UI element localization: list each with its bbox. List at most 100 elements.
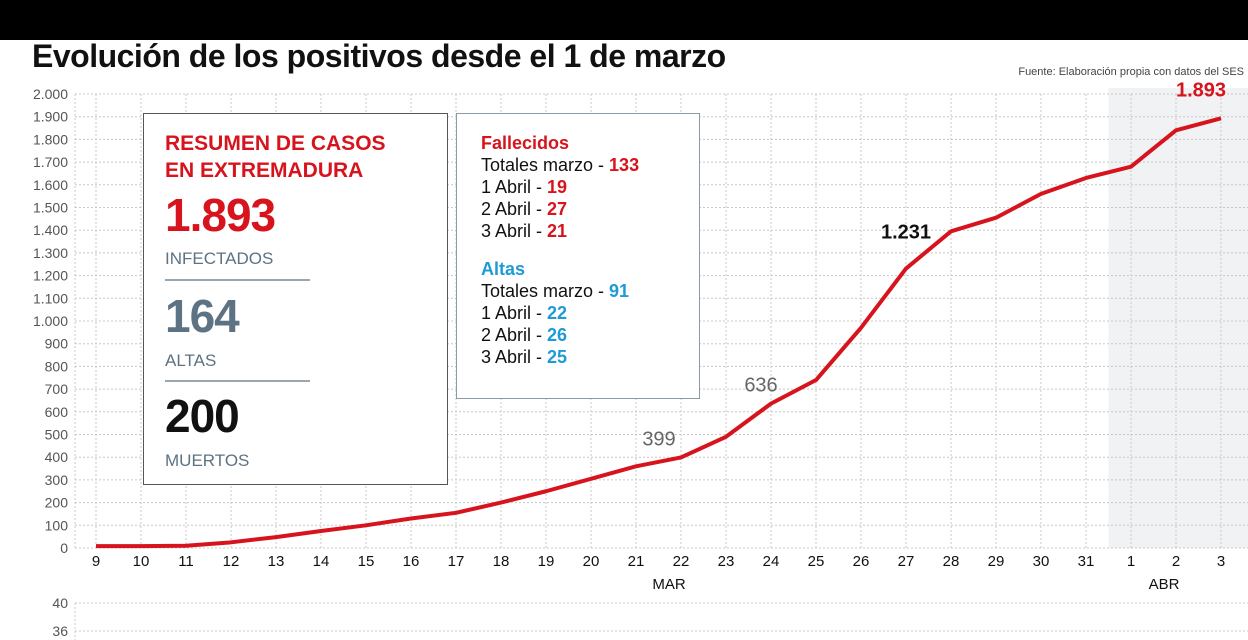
deaths-row: Totales marzo - 133 bbox=[481, 154, 699, 176]
x-tick-label: 31 bbox=[1078, 553, 1095, 570]
data-label: 1.231 bbox=[881, 222, 931, 244]
y-tick-label: 1.200 bbox=[33, 268, 68, 284]
recovered-label: ALTAS bbox=[165, 351, 217, 370]
x-tick-label: 28 bbox=[943, 553, 960, 570]
summary-box: RESUMEN DE CASOS EN EXTREMADURA 1.893 IN… bbox=[143, 113, 448, 485]
x-tick-label: 15 bbox=[358, 553, 375, 570]
data-label: 1.893 bbox=[1176, 79, 1226, 101]
recovered-count: 164 bbox=[165, 290, 240, 342]
x-tick-label: 26 bbox=[853, 553, 870, 570]
y-tick-label: 400 bbox=[45, 449, 69, 465]
deaths-label: MUERTOS bbox=[165, 451, 250, 470]
recovered-row: 1 Abril - 22 bbox=[481, 302, 699, 324]
x-tick-label: 16 bbox=[403, 553, 420, 570]
row-label: 3 Abril - bbox=[481, 221, 548, 241]
y-tick-label: 40 bbox=[52, 595, 68, 611]
row-value: 91 bbox=[609, 281, 630, 301]
y-tick-label: 1.400 bbox=[33, 222, 68, 238]
y-tick-label: 1.800 bbox=[33, 131, 68, 147]
y-tick-label: 900 bbox=[45, 336, 69, 352]
row-value: 26 bbox=[547, 325, 568, 345]
y-tick-label: 700 bbox=[45, 381, 69, 397]
x-tick-label: 24 bbox=[763, 553, 780, 570]
row-value: 19 bbox=[547, 177, 568, 197]
x-tick-label: 19 bbox=[538, 553, 555, 570]
recovered-row: 2 Abril - 26 bbox=[481, 324, 699, 346]
row-label: 2 Abril - bbox=[481, 325, 548, 345]
deaths-heading: Fallecidos bbox=[481, 133, 570, 153]
x-tick-label: 27 bbox=[898, 553, 915, 570]
x-tick-label: 2 bbox=[1172, 553, 1180, 570]
y-tick-label: 2.000 bbox=[33, 86, 68, 102]
x-tick-label: 1 bbox=[1127, 553, 1135, 570]
data-label: 636 bbox=[744, 375, 777, 397]
row-value: 22 bbox=[547, 303, 568, 323]
row-value: 27 bbox=[547, 199, 568, 219]
row-value: 133 bbox=[609, 155, 640, 175]
series-line bbox=[96, 116, 1222, 549]
divider bbox=[165, 380, 310, 382]
source-note: Fuente: Elaboración propia con datos del… bbox=[1018, 66, 1244, 78]
row-label: Totales marzo - bbox=[481, 281, 610, 301]
x-tick-label: 12 bbox=[223, 553, 240, 570]
recovered-row: 3 Abril - 25 bbox=[481, 346, 699, 368]
y-tick-label: 500 bbox=[45, 427, 69, 443]
recovered-row: Totales marzo - 91 bbox=[481, 280, 699, 302]
infected-label: INFECTADOS bbox=[165, 249, 274, 268]
y-tick-label: 300 bbox=[45, 472, 69, 488]
summary-heading-line1: RESUMEN DE CASOS bbox=[165, 132, 386, 155]
summary-heading-line2: EN EXTREMADURA bbox=[165, 159, 364, 182]
y-tick-label: 600 bbox=[45, 404, 69, 420]
top-bar bbox=[0, 0, 1248, 40]
y-tick-label: 800 bbox=[45, 358, 69, 374]
x-tick-label: 3 bbox=[1217, 553, 1225, 570]
deaths-row: 1 Abril - 19 bbox=[481, 176, 699, 198]
row-label: 1 Abril - bbox=[481, 177, 548, 197]
details-box: Fallecidos Totales marzo - 133 1 Abril -… bbox=[456, 113, 700, 399]
y-tick-label: 1.500 bbox=[33, 200, 68, 216]
row-label: Totales marzo - bbox=[481, 155, 610, 175]
x-tick-label: 25 bbox=[808, 553, 825, 570]
x-tick-label: 14 bbox=[313, 553, 330, 570]
y-tick-label: 1.000 bbox=[33, 313, 68, 329]
row-label: 3 Abril - bbox=[481, 347, 548, 367]
x-tick-label: 23 bbox=[718, 553, 735, 570]
y-tick-label: 36 bbox=[52, 623, 68, 639]
row-value: 21 bbox=[547, 221, 568, 241]
x-tick-label: 20 bbox=[583, 553, 600, 570]
april-shade bbox=[1108, 88, 1248, 548]
x-tick-label: 10 bbox=[133, 553, 150, 570]
data-label: 399 bbox=[642, 428, 675, 450]
y-tick-label: 1.100 bbox=[33, 290, 68, 306]
infected-count: 1.893 bbox=[165, 189, 276, 241]
recovered-heading: Altas bbox=[481, 259, 526, 279]
month-label: MAR bbox=[652, 576, 686, 593]
x-tick-label: 9 bbox=[92, 553, 100, 570]
y-tick-label: 1.900 bbox=[33, 109, 68, 125]
deaths-row: 3 Abril - 21 bbox=[481, 220, 699, 242]
row-label: 1 Abril - bbox=[481, 303, 548, 323]
x-tick-label: 17 bbox=[448, 553, 465, 570]
y-tick-label: 1.300 bbox=[33, 245, 68, 261]
x-tick-label: 18 bbox=[493, 553, 510, 570]
deaths-count: 200 bbox=[165, 390, 240, 442]
x-tick-label: 22 bbox=[673, 553, 690, 570]
summary-heading: RESUMEN DE CASOS EN EXTREMADURA bbox=[165, 130, 386, 184]
x-tick-label: 30 bbox=[1033, 553, 1050, 570]
row-value: 25 bbox=[547, 347, 568, 367]
y-tick-label: 100 bbox=[45, 517, 69, 533]
y-tick-label: 1.700 bbox=[33, 154, 68, 170]
chart-title: Evolución de los positivos desde el 1 de… bbox=[32, 38, 726, 74]
month-label: ABR bbox=[1149, 576, 1180, 593]
y-tick-label: 0 bbox=[60, 540, 68, 556]
x-tick-label: 21 bbox=[628, 553, 645, 570]
row-label: 2 Abril - bbox=[481, 199, 548, 219]
deaths-row: 2 Abril - 27 bbox=[481, 198, 699, 220]
y-tick-label: 200 bbox=[45, 495, 69, 511]
x-tick-label: 13 bbox=[268, 553, 285, 570]
x-tick-label: 11 bbox=[178, 553, 194, 570]
y-tick-label: 1.600 bbox=[33, 177, 68, 193]
divider bbox=[165, 279, 310, 281]
x-tick-label: 29 bbox=[988, 553, 1005, 570]
